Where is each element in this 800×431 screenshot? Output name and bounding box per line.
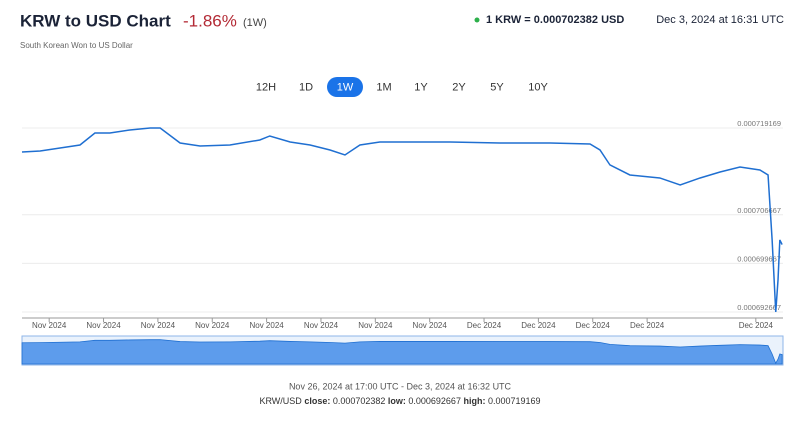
range-button[interactable]: 1M xyxy=(376,81,391,93)
range-button[interactable]: 12H xyxy=(256,81,276,93)
x-tick-label: Dec 2024 xyxy=(521,321,556,330)
pair: KRW/USD xyxy=(259,396,304,406)
stat-label: high: xyxy=(463,396,488,406)
range-button[interactable]: 5Y xyxy=(490,81,504,93)
x-tick-label: Nov 2024 xyxy=(195,321,230,330)
range-button[interactable]: 1W xyxy=(327,77,363,97)
navigator-area xyxy=(21,339,783,365)
period: (1W) xyxy=(243,17,267,29)
x-tick-label: Nov 2024 xyxy=(358,321,393,330)
footer-stats: KRW/USD close: 0.000702382 low: 0.000692… xyxy=(259,396,540,406)
y-tick-label: 0.000719169 xyxy=(737,119,781,128)
y-tick-label: 0.000699667 xyxy=(737,254,781,263)
stat-value: 0.000702382 xyxy=(333,396,388,406)
live-dot xyxy=(474,17,480,23)
stat-label: close: xyxy=(304,396,333,406)
range-button[interactable]: 10Y xyxy=(528,81,548,93)
range-button-label: 2Y xyxy=(452,81,466,93)
timestamp: Dec 3, 2024 at 16:31 UTC xyxy=(656,14,784,26)
change: -1.86% xyxy=(183,11,237,30)
x-tick-label: Dec 2024 xyxy=(630,321,665,330)
range-button-label: 1W xyxy=(337,81,354,93)
x-tick-label: Nov 2024 xyxy=(249,321,284,330)
range-button-label: 10Y xyxy=(528,81,548,93)
range-button-bg xyxy=(327,77,363,97)
range-button-label: 5Y xyxy=(490,81,504,93)
range-button-label: 1D xyxy=(299,81,313,93)
x-tick-label: Nov 2024 xyxy=(304,321,339,330)
stat-value: 0.000719169 xyxy=(488,396,541,406)
price-line xyxy=(21,127,783,313)
rate: 1 KRW = 0.000702382 USD xyxy=(486,14,624,26)
x-tick-label: Dec 2024 xyxy=(739,321,774,330)
stat-value: 0.000692667 xyxy=(408,396,463,406)
range-button[interactable]: 1Y xyxy=(414,81,428,93)
range-button[interactable]: 2Y xyxy=(452,81,466,93)
footer-range: Nov 26, 2024 at 17:00 UTC - Dec 3, 2024 … xyxy=(289,381,512,391)
y-tick-label: 0.000692667 xyxy=(737,303,781,312)
range-button-label: 12H xyxy=(256,81,276,93)
x-tick-label: Nov 2024 xyxy=(141,321,176,330)
range-button-label: 1M xyxy=(376,81,391,93)
x-tick-label: Nov 2024 xyxy=(413,321,448,330)
subtitle: South Korean Won to US Dollar xyxy=(20,41,133,50)
range-button-label: 1Y xyxy=(414,81,428,93)
x-tick-label: Nov 2024 xyxy=(32,321,67,330)
x-tick-label: Dec 2024 xyxy=(467,321,502,330)
stat-label: low: xyxy=(388,396,409,406)
title: KRW to USD Chart xyxy=(20,11,171,30)
x-tick-label: Nov 2024 xyxy=(86,321,121,330)
y-tick-label: 0.000706667 xyxy=(737,206,781,215)
x-tick-label: Dec 2024 xyxy=(576,321,611,330)
range-button[interactable]: 1D xyxy=(299,81,313,93)
